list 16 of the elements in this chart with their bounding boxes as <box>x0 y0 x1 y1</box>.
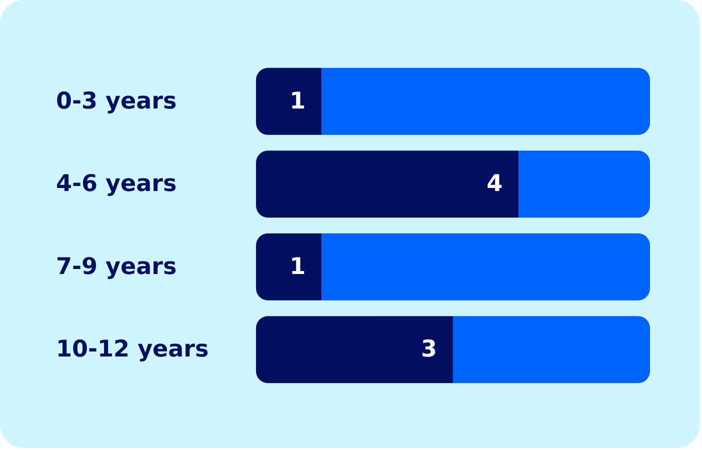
bar <box>256 233 322 300</box>
bar <box>256 316 453 384</box>
data-label: 1 <box>290 254 306 280</box>
bar <box>322 233 650 300</box>
y-tick-label: 4-6 years <box>56 171 177 198</box>
y-tick-label: 10-12 years <box>56 336 209 363</box>
data-label: 1 <box>290 88 306 114</box>
bar <box>518 150 650 218</box>
y-tick-label: 7-9 years <box>56 254 177 280</box>
bar <box>256 150 519 218</box>
bar <box>256 68 322 135</box>
bar <box>453 316 650 384</box>
data-label: 3 <box>420 336 437 363</box>
bar <box>322 68 650 135</box>
y-tick-label: 0-3 years <box>56 88 177 114</box>
data-label: 4 <box>486 171 503 198</box>
